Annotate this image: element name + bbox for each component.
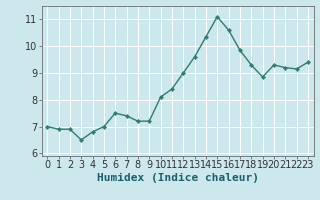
X-axis label: Humidex (Indice chaleur): Humidex (Indice chaleur) bbox=[97, 173, 259, 183]
